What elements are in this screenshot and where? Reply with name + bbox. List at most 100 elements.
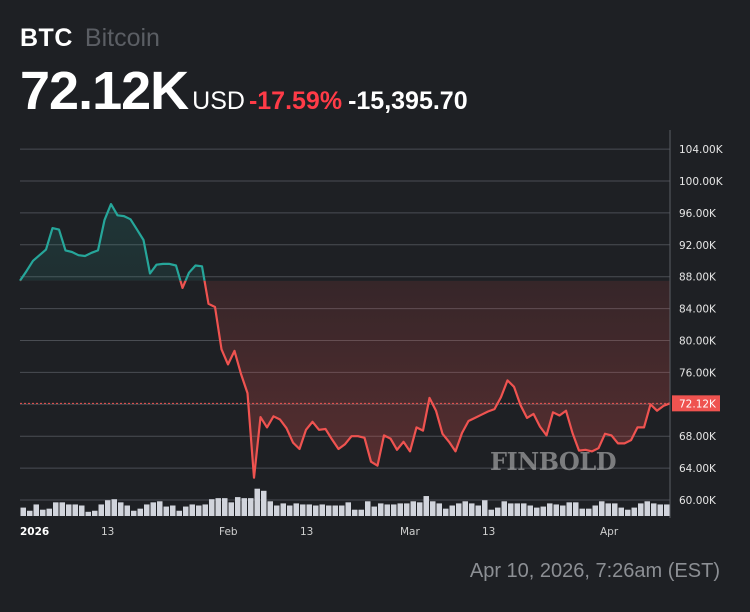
volume-bar — [352, 509, 358, 516]
volume-bar — [443, 508, 449, 516]
volume-bar — [430, 501, 436, 516]
volume-bar — [66, 504, 72, 516]
volume-bar — [59, 502, 65, 516]
volume-bar — [40, 509, 46, 516]
volume-bar — [488, 509, 494, 516]
volume-bar — [46, 508, 52, 516]
volume-bar — [566, 502, 572, 516]
x-tick-label: 13 — [101, 526, 114, 538]
volume-bar — [391, 504, 397, 516]
volume-bar — [163, 506, 169, 516]
volume-bar — [157, 501, 163, 516]
volume-bar — [644, 501, 650, 516]
svg-text:72.12K: 72.12K — [679, 398, 717, 410]
volume-bar — [469, 503, 475, 516]
volume-bar — [371, 506, 377, 516]
volume-bars — [20, 488, 670, 516]
volume-bar — [521, 503, 527, 516]
volume-bar — [625, 509, 631, 516]
volume-bar — [384, 504, 390, 516]
y-tick-label: 104.00K — [679, 144, 724, 156]
volume-bar — [235, 497, 241, 516]
y-tick-label: 76.00K — [679, 367, 717, 379]
volume-bar — [534, 507, 540, 516]
volume-bar — [651, 503, 657, 516]
volume-bar — [638, 503, 644, 516]
y-axis-labels: 104.00K 100.00K 96.00K 92.00K 88.00K 84.00K 80… — [679, 144, 724, 507]
volume-bar — [475, 505, 481, 516]
volume-bar — [436, 503, 442, 516]
area-fills — [20, 204, 670, 478]
volume-bar — [573, 502, 579, 516]
volume-bar — [92, 510, 98, 516]
volume-bar — [293, 503, 299, 516]
y-tick-label: 64.00K — [679, 463, 717, 475]
finbold-watermark: FINBOLD — [490, 447, 617, 476]
y-tick-label: 84.00K — [679, 304, 717, 316]
volume-bar — [144, 504, 150, 516]
volume-bar — [111, 499, 117, 516]
volume-bar — [547, 503, 553, 516]
volume-bar — [664, 504, 670, 516]
volume-bar — [339, 505, 345, 516]
volume-bar — [423, 496, 429, 516]
volume-bar — [514, 503, 520, 516]
volume-bar — [274, 505, 280, 516]
volume-bar — [280, 503, 286, 516]
y-tick-label: 88.00K — [679, 272, 717, 284]
volume-bar — [462, 501, 468, 516]
x-tick-label: 2026 — [20, 526, 49, 538]
volume-bar — [287, 505, 293, 516]
volume-bar — [20, 507, 26, 516]
ticker-symbol: BTC — [20, 24, 73, 52]
volume-bar — [170, 505, 176, 516]
volume-bar — [241, 498, 247, 516]
volume-bar — [397, 503, 403, 516]
volume-bar — [592, 505, 598, 516]
x-tick-label: 13 — [482, 526, 495, 538]
volume-bar — [105, 500, 111, 516]
volume-bar — [631, 507, 637, 516]
volume-bar — [209, 499, 215, 516]
volume-bar — [27, 510, 33, 516]
volume-bar — [527, 505, 533, 516]
volume-bar — [306, 504, 312, 516]
y-tick-label: 80.00K — [679, 336, 717, 348]
volume-bar — [586, 508, 592, 516]
volume-bar — [202, 504, 208, 516]
price-line — [19, 203, 671, 479]
volume-bar — [72, 504, 78, 516]
asset-name: Bitcoin — [84, 24, 160, 52]
volume-bar — [599, 501, 605, 516]
volume-bar — [124, 505, 130, 516]
volume-bar — [501, 501, 507, 516]
volume-bar — [300, 504, 306, 516]
volume-bar — [358, 509, 364, 516]
y-tick-label: 68.00K — [679, 431, 717, 443]
volume-bar — [319, 504, 325, 516]
volume-bar — [228, 502, 234, 516]
volume-bar — [410, 501, 416, 516]
x-axis-labels: 2026 13 Feb 13 Mar 13 Apr — [20, 526, 619, 538]
volume-bar — [150, 502, 156, 516]
volume-bar — [579, 508, 585, 516]
change-percent: -17.59% — [248, 87, 343, 115]
volume-bar — [254, 488, 260, 516]
volume-bar — [98, 504, 104, 516]
volume-bar — [79, 505, 85, 516]
volume-bar — [33, 504, 39, 516]
volume-bar — [404, 503, 410, 516]
volume-bar — [378, 503, 384, 516]
y-tick-label: 100.00K — [679, 176, 724, 188]
price-row: 72.12K USD -17.59% -15,395.70 — [20, 64, 468, 118]
title-row: BTC Bitcoin — [20, 24, 468, 58]
x-tick-label: 13 — [300, 526, 313, 538]
x-tick-label: Mar — [400, 526, 420, 538]
volume-bar — [183, 506, 189, 516]
x-tick-label: Feb — [219, 526, 238, 538]
volume-bar — [332, 505, 338, 516]
y-tick-label: 60.00K — [679, 495, 717, 507]
volume-bar — [605, 503, 611, 516]
volume-bar — [189, 504, 195, 516]
